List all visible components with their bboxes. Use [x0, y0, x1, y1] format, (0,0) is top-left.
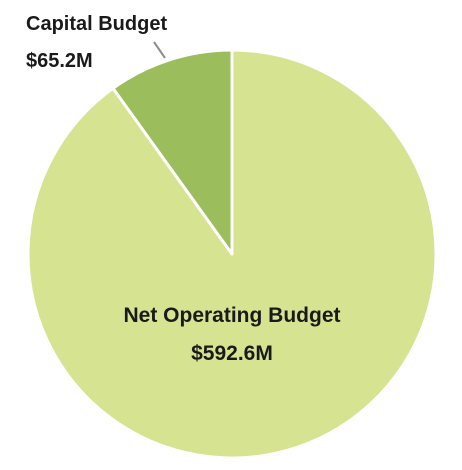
capital-budget-label: Capital Budget [26, 13, 167, 35]
capital-budget-leader-line [153, 41, 166, 59]
capital-budget-slice [111, 48, 234, 256]
pie-slices [26, 48, 438, 460]
capital-budget-value: $65.2M [26, 50, 93, 72]
net-operating-budget-label: Net Operating Budget [123, 304, 340, 327]
net-operating-budget-value: $592.6M [191, 342, 273, 365]
